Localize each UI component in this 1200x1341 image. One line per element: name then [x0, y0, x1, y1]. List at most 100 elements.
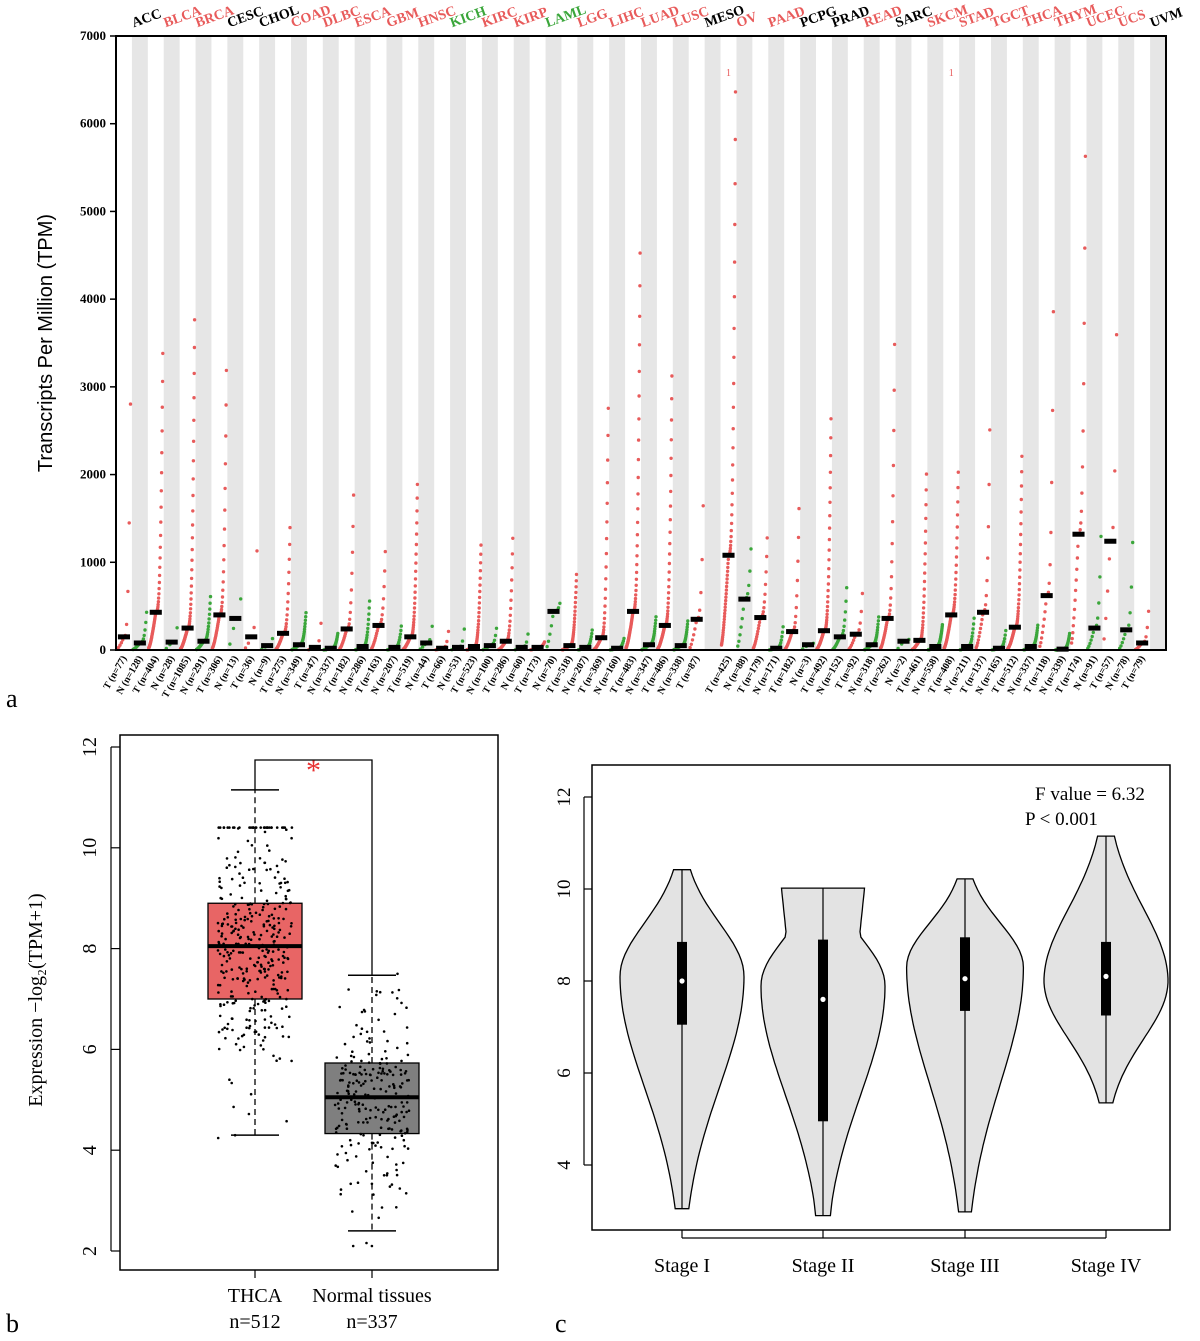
data-point	[1072, 607, 1077, 612]
data-point	[288, 1015, 291, 1019]
data-point	[368, 1037, 371, 1040]
data-point	[192, 318, 197, 322]
data-point	[361, 1103, 365, 1106]
data-point	[216, 983, 220, 987]
data-point	[351, 493, 356, 497]
data-point	[159, 520, 163, 524]
data-point	[344, 1151, 348, 1155]
median-bar	[1072, 531, 1085, 537]
data-point	[234, 999, 237, 1002]
data-point	[247, 1112, 251, 1116]
data-point	[1091, 630, 1096, 635]
data-point	[243, 918, 246, 922]
column-shade	[513, 36, 530, 650]
data-point	[725, 569, 730, 573]
data-point	[275, 989, 279, 992]
data-point	[368, 1148, 371, 1151]
data-point	[988, 428, 992, 432]
data-point	[542, 640, 547, 644]
data-point	[654, 618, 658, 622]
data-point	[1097, 601, 1101, 605]
column-shade	[800, 36, 816, 650]
data-point	[275, 1026, 279, 1030]
data-point	[392, 1083, 395, 1086]
data-point	[382, 1110, 385, 1114]
data-point	[354, 1155, 358, 1158]
data-point	[265, 948, 268, 951]
data-point	[1044, 602, 1048, 606]
data-point	[222, 543, 226, 548]
data-point	[573, 595, 578, 600]
data-point	[262, 826, 266, 829]
data-point	[722, 623, 726, 627]
data-point	[272, 940, 276, 943]
data-point	[256, 1002, 260, 1006]
data-point	[270, 826, 273, 829]
data-point	[415, 482, 420, 487]
data-point	[1018, 542, 1023, 547]
data-point	[1144, 635, 1148, 639]
data-point	[352, 1082, 355, 1085]
data-point	[232, 930, 235, 933]
data-point	[507, 624, 512, 628]
data-point	[413, 590, 417, 594]
data-point	[393, 1136, 397, 1139]
data-point	[259, 971, 263, 974]
y-tick-label: 4	[554, 1160, 575, 1170]
data-point	[395, 1173, 399, 1177]
data-point	[477, 601, 482, 605]
data-point	[1043, 610, 1047, 614]
data-point	[241, 876, 245, 879]
median-bar	[483, 643, 496, 649]
median-bar	[674, 643, 687, 649]
data-point	[367, 599, 372, 603]
data-point	[762, 600, 767, 604]
median-bar	[642, 642, 655, 648]
data-point	[270, 636, 275, 641]
data-point	[888, 603, 892, 607]
data-point	[827, 548, 831, 552]
data-point	[207, 621, 211, 625]
violin-median-dot	[962, 976, 968, 982]
median-bar	[531, 644, 544, 650]
cancer-label-ov: OV	[735, 10, 760, 31]
data-point	[344, 1064, 347, 1067]
data-point	[277, 917, 280, 920]
data-point	[1083, 154, 1088, 158]
data-point	[230, 1017, 234, 1020]
data-point	[258, 913, 262, 916]
data-point	[1019, 484, 1024, 488]
data-point	[400, 1129, 403, 1132]
data-point	[365, 630, 370, 634]
data-point	[246, 641, 251, 645]
data-point	[240, 924, 243, 928]
data-point	[889, 596, 893, 600]
data-point	[478, 576, 482, 580]
median-bar	[1040, 593, 1053, 599]
data-point	[303, 618, 308, 622]
data-point	[189, 597, 193, 601]
data-point	[634, 593, 638, 597]
data-point	[245, 967, 249, 970]
data-point	[412, 606, 417, 610]
data-point	[551, 614, 555, 619]
data-point	[977, 634, 981, 639]
data-point	[398, 1119, 401, 1123]
data-point	[374, 1106, 378, 1109]
data-point	[259, 826, 263, 829]
column-shade	[704, 36, 721, 650]
data-point	[365, 1030, 369, 1034]
data-point	[250, 914, 254, 918]
data-point	[249, 1006, 252, 1010]
data-point	[286, 988, 290, 992]
data-point	[380, 1206, 384, 1209]
data-point	[191, 459, 196, 463]
data-point	[281, 1025, 284, 1028]
data-point	[348, 1071, 352, 1075]
data-point	[572, 620, 577, 624]
data-point	[275, 826, 279, 829]
data-point	[239, 597, 243, 601]
data-point	[288, 932, 292, 935]
data-point	[267, 826, 271, 829]
